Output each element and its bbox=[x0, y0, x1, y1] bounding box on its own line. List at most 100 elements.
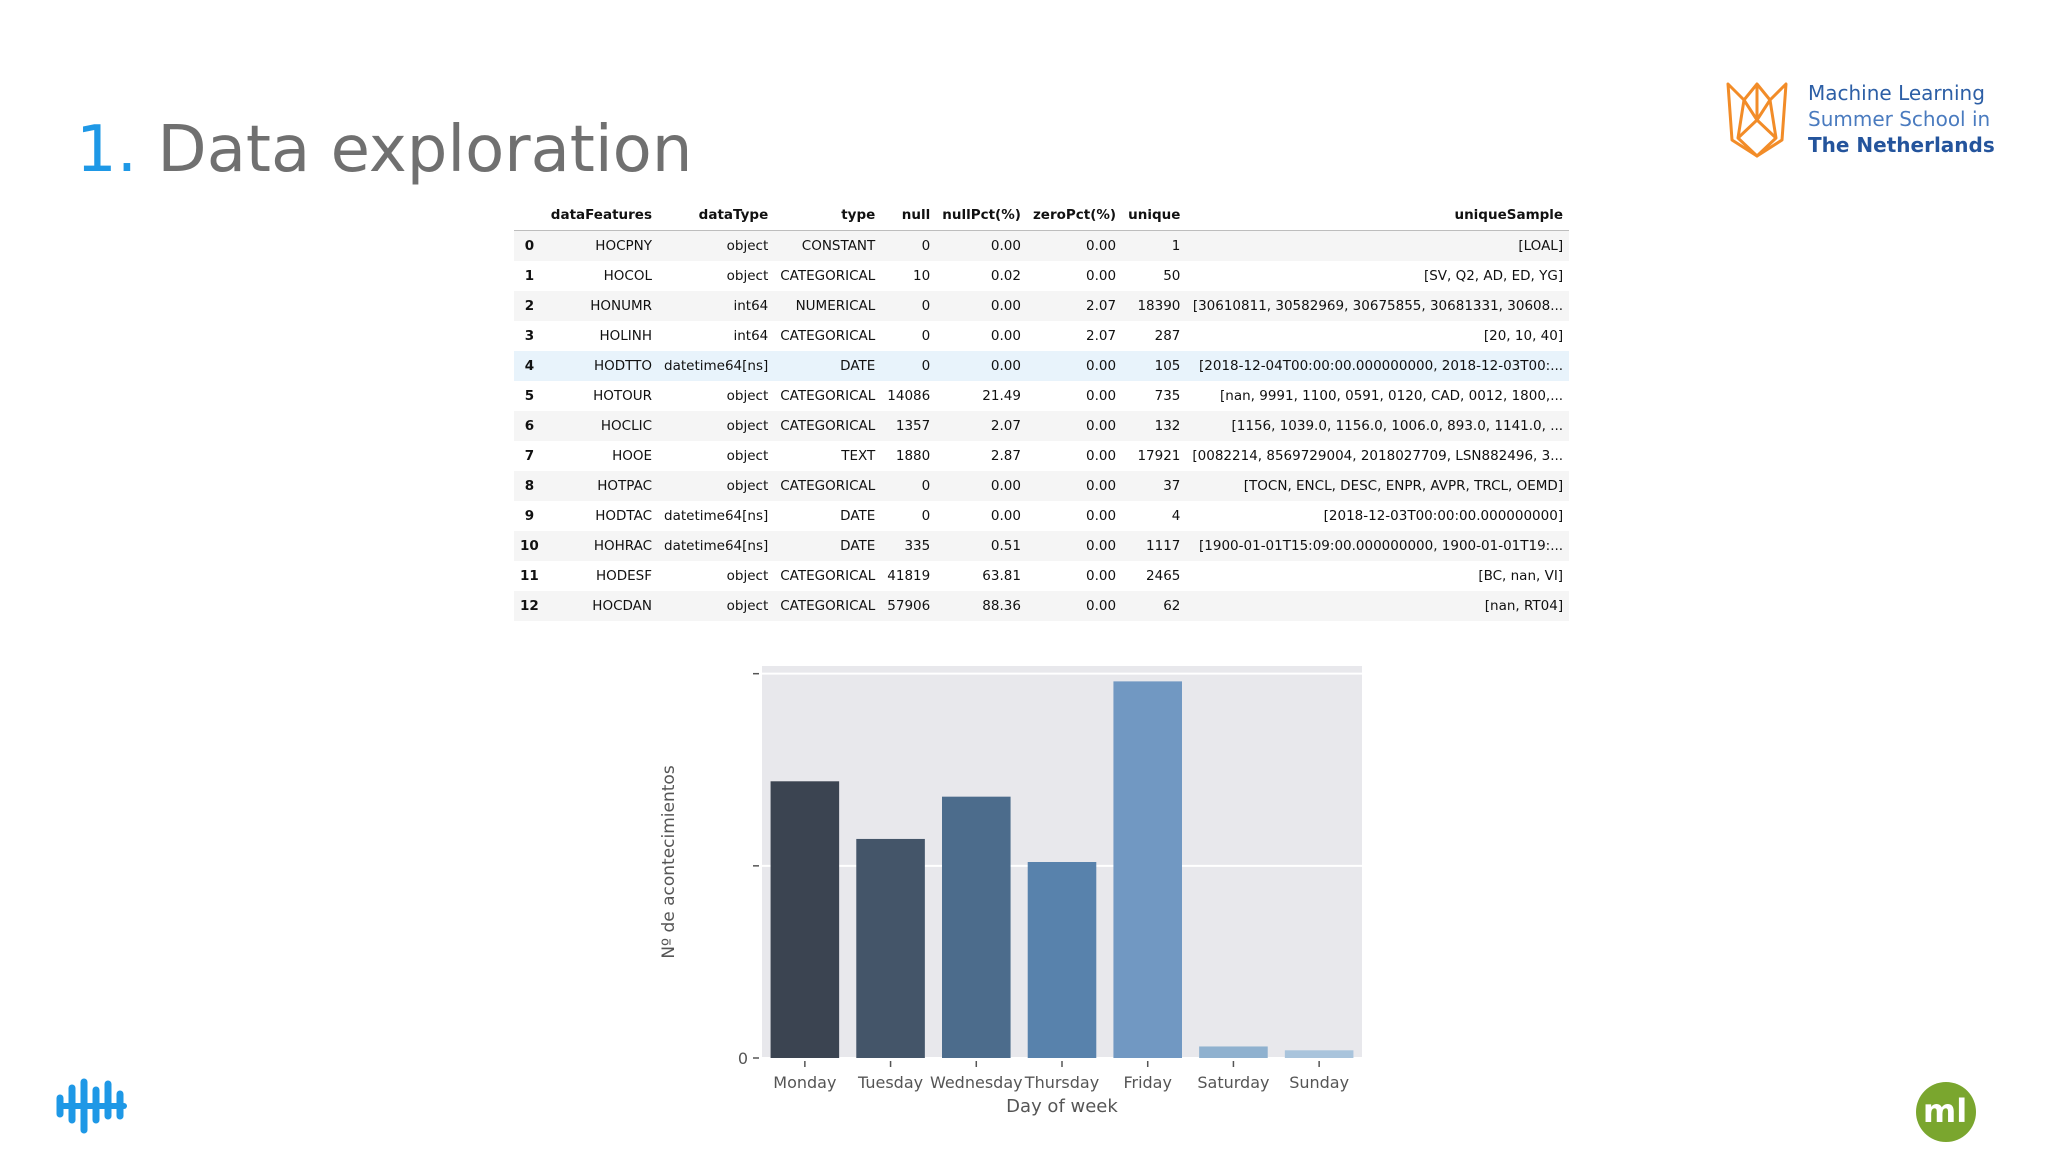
table-cell: object bbox=[658, 591, 775, 621]
column-header-datafeatures: dataFeatures bbox=[544, 200, 658, 231]
table-cell: HOCLIC bbox=[544, 411, 658, 441]
table-cell: datetime64[ns] bbox=[658, 501, 775, 531]
table-cell: 4 bbox=[1122, 501, 1187, 531]
table-cell: 0 bbox=[881, 351, 937, 381]
table-cell: [1900-01-01T15:09:00.000000000, 1900-01-… bbox=[1186, 531, 1570, 561]
table-cell: 62 bbox=[1122, 591, 1187, 621]
table-cell: TEXT bbox=[774, 441, 882, 471]
table-cell: object bbox=[658, 381, 775, 411]
table-cell: object bbox=[658, 561, 775, 591]
y-axis-label: Nº de acontecimientos bbox=[659, 765, 679, 959]
slide-title-text: Data exploration bbox=[157, 113, 693, 187]
audio-wave-icon bbox=[54, 1076, 134, 1140]
row-index-cell: 4 bbox=[514, 351, 545, 381]
table-cell: [nan, RT04] bbox=[1186, 591, 1570, 621]
table-cell: 41819 bbox=[881, 561, 937, 591]
row-index-cell: 6 bbox=[514, 411, 545, 441]
table-cell: 0.00 bbox=[1026, 261, 1123, 291]
table-cell: CATEGORICAL bbox=[774, 471, 882, 501]
table-cell: 0 bbox=[881, 291, 937, 321]
table-cell: 0.00 bbox=[1026, 531, 1123, 561]
table-cell: 0.00 bbox=[1026, 230, 1123, 261]
table-cell: DATE bbox=[774, 501, 882, 531]
x-tick-label: Monday bbox=[773, 1073, 836, 1092]
table-cell: DATE bbox=[774, 531, 882, 561]
table-cell: 0 bbox=[881, 230, 937, 261]
table-cell: [30610811, 30582969, 30675855, 30681331,… bbox=[1186, 291, 1570, 321]
slide-title: 1. Data exploration bbox=[76, 108, 692, 192]
table-cell: CATEGORICAL bbox=[774, 381, 882, 411]
table-cell: CATEGORICAL bbox=[774, 261, 882, 291]
row-index-cell: 11 bbox=[514, 561, 545, 591]
y-tick-label: 0 bbox=[738, 1049, 748, 1068]
table-cell: 0.00 bbox=[1026, 471, 1123, 501]
table-cell: object bbox=[658, 411, 775, 441]
table-row: 10 HOHRAC datetime64[ns] DATE 335 0.51 0.00 111… bbox=[514, 531, 1570, 561]
bar-sunday bbox=[1284, 1050, 1354, 1058]
table-cell: HOCOL bbox=[544, 261, 658, 291]
x-tick-label: Thursday bbox=[1024, 1073, 1099, 1092]
mlss-logo: Machine Learning Summer School in The Ne… bbox=[1724, 78, 2024, 168]
row-index-cell: 7 bbox=[514, 441, 545, 471]
table-cell: 0 bbox=[881, 321, 937, 351]
table-cell: [1156, 1039.0, 1156.0, 1006.0, 893.0, 11… bbox=[1186, 411, 1570, 441]
table-cell: 735 bbox=[1122, 381, 1187, 411]
row-index-cell: 1 bbox=[514, 261, 545, 291]
table-cell: 0.00 bbox=[1026, 441, 1123, 471]
table-cell: 0.00 bbox=[936, 471, 1027, 501]
x-tick-label: Tuesday bbox=[857, 1073, 923, 1092]
table-cell: 88.36 bbox=[936, 591, 1027, 621]
table-row: 1 HOCOL object CATEGORICAL 10 0.02 0.00 50 [SV, … bbox=[514, 261, 1570, 291]
mlss-line3: The Netherlands bbox=[1808, 133, 1995, 157]
bar-monday bbox=[770, 781, 840, 1058]
column-header-uniquesample: uniqueSample bbox=[1186, 200, 1570, 231]
table-cell: [nan, 9991, 1100, 0591, 0120, CAD, 0012,… bbox=[1186, 381, 1570, 411]
bar-saturday bbox=[1199, 1046, 1268, 1058]
table-cell: 0 bbox=[881, 471, 937, 501]
table-cell: object bbox=[658, 471, 775, 501]
x-tick-label: Wednesday bbox=[930, 1073, 1023, 1092]
table-cell: 17921 bbox=[1122, 441, 1187, 471]
table-cell: 2.07 bbox=[1026, 291, 1123, 321]
column-header-index bbox=[514, 200, 545, 231]
table-cell: 2465 bbox=[1122, 561, 1187, 591]
table-cell: int64 bbox=[658, 291, 775, 321]
table-cell: 63.81 bbox=[936, 561, 1027, 591]
table-row: 0 HOCPNY object CONSTANT 0 0.00 0.00 1 [LOAL] bbox=[514, 230, 1570, 261]
table-cell: HOCDAN bbox=[544, 591, 658, 621]
table-cell: [SV, Q2, AD, ED, YG] bbox=[1186, 261, 1570, 291]
table-cell: 0.00 bbox=[936, 351, 1027, 381]
table-cell: datetime64[ns] bbox=[658, 351, 775, 381]
row-index-cell: 12 bbox=[514, 591, 545, 621]
table-cell: [BC, nan, VI] bbox=[1186, 561, 1570, 591]
table-cell: object bbox=[658, 230, 775, 261]
table-cell: 0.00 bbox=[1026, 381, 1123, 411]
table-cell: 21.49 bbox=[936, 381, 1027, 411]
table-cell: 0.00 bbox=[936, 501, 1027, 531]
table-cell: datetime64[ns] bbox=[658, 531, 775, 561]
mlss-line2: Summer School in bbox=[1808, 107, 1991, 131]
table-cell: CATEGORICAL bbox=[774, 321, 882, 351]
x-axis-label: Day of week bbox=[1006, 1096, 1118, 1117]
table-cell: CATEGORICAL bbox=[774, 591, 882, 621]
table-cell: 10 bbox=[881, 261, 937, 291]
table-cell: 0.00 bbox=[936, 230, 1027, 261]
table-cell: CONSTANT bbox=[774, 230, 882, 261]
table-cell: 0 bbox=[881, 501, 937, 531]
table-cell: 0.00 bbox=[1026, 501, 1123, 531]
x-tick-label: Sunday bbox=[1289, 1073, 1349, 1092]
column-header-datatype: dataType bbox=[658, 200, 775, 231]
row-index-cell: 2 bbox=[514, 291, 545, 321]
table-cell: 50 bbox=[1122, 261, 1187, 291]
table-cell: 57906 bbox=[881, 591, 937, 621]
table-cell: HODTTO bbox=[544, 351, 658, 381]
table-row: 2 HONUMR int64 NUMERICAL 0 0.00 2.07 18390 [3061… bbox=[514, 291, 1570, 321]
table-cell: HOOE bbox=[544, 441, 658, 471]
table-cell: CATEGORICAL bbox=[774, 411, 882, 441]
table-cell: [0082214, 8569729004, 2018027709, LSN882… bbox=[1186, 441, 1570, 471]
bar-friday bbox=[1113, 681, 1182, 1058]
x-tick-label: Friday bbox=[1123, 1073, 1172, 1092]
mlss-line1: Machine Learning bbox=[1808, 81, 1985, 105]
crown-logo-icon bbox=[1726, 82, 1788, 158]
table-cell: 0.51 bbox=[936, 531, 1027, 561]
